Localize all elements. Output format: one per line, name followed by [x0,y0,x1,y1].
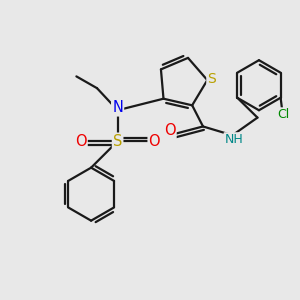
Text: N: N [112,100,123,116]
Text: S: S [113,134,122,149]
Text: NH: NH [224,133,243,146]
Text: O: O [75,134,87,149]
Text: S: S [207,72,216,86]
Text: O: O [148,134,160,149]
Text: Cl: Cl [278,108,290,121]
Text: O: O [164,123,176,138]
